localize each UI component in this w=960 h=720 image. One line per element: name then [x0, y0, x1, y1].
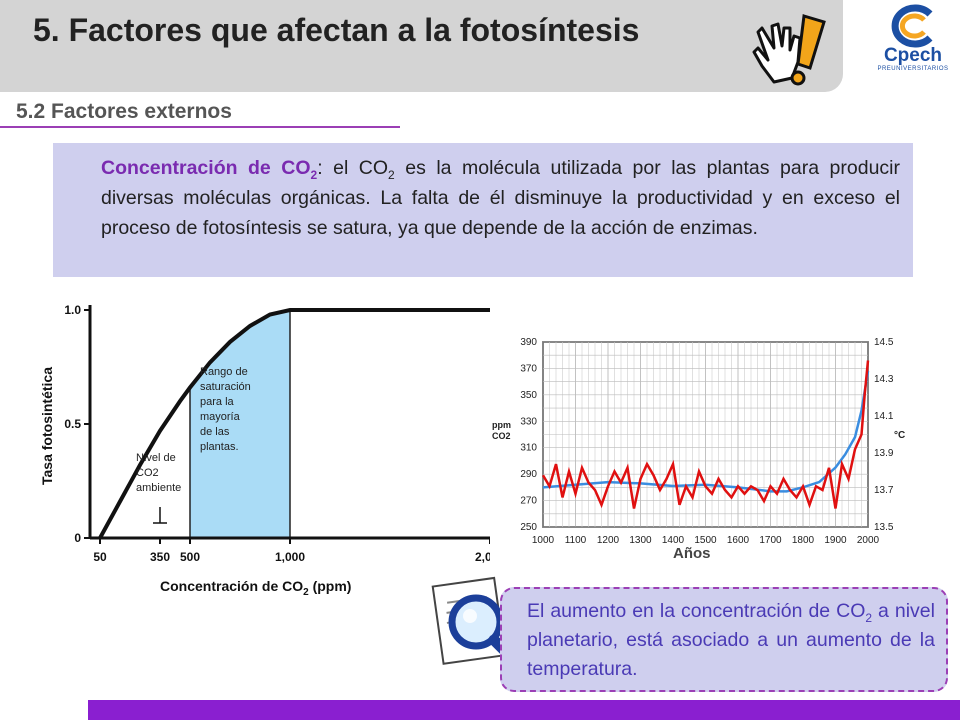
cpech-logo: Cpech PREUNIVERSITARIOS	[872, 4, 954, 82]
saturation-area	[189, 309, 291, 539]
x-tick-label: 500	[180, 550, 200, 564]
y-right-tick-label: 14.1	[874, 411, 894, 422]
logo-subtext: PREUNIVERSITARIOS	[877, 66, 949, 72]
title-bar	[0, 0, 843, 92]
y-left-label: ppm CO2	[492, 420, 511, 441]
y-tick-label: 0.5	[64, 417, 81, 431]
x-tick-label: 1900	[824, 535, 847, 546]
temperature-series-line	[541, 360, 870, 509]
y-left-tick-label: 350	[520, 390, 537, 401]
ambient-level-line: ambiente	[136, 482, 181, 494]
x-tick-label: 1800	[792, 535, 815, 546]
y-right-tick-label: 14.3	[874, 374, 894, 385]
c1-xlabel: Concentración de CO2 (ppm)	[160, 578, 351, 598]
description-text: Concentración de CO2: el CO2 es la moléc…	[101, 157, 900, 239]
section-subtitle: 5.2 Factores externos	[16, 100, 232, 123]
y-left-tick-label: 310	[520, 443, 537, 454]
y-left-tick-label: 270	[520, 496, 537, 507]
logo-text: Cpech	[883, 45, 943, 66]
y-right-tick-label: 13.9	[874, 448, 894, 459]
y-right-label: °C	[894, 430, 905, 441]
pointing-hand-icon	[752, 14, 826, 86]
y-left-tick-label: 250	[520, 522, 537, 533]
y-left-tick-label: 390	[520, 337, 537, 348]
saturation-label-line: mayoría	[200, 411, 241, 423]
y-tick-label: 1.0	[64, 303, 81, 317]
ambient-level-line: Nivel de	[136, 452, 176, 464]
y-left-label-line: ppm	[492, 420, 511, 430]
saturation-label-line: para la	[200, 396, 235, 408]
saturation-label: Rango de saturación para la mayoría de las pl…	[200, 366, 251, 453]
ambient-bracket	[153, 507, 167, 524]
x-tick-label: 1600	[727, 535, 750, 546]
note-text: El aumento en la concentración de CO2 a …	[527, 600, 935, 680]
c2-xlabel: Años	[673, 545, 711, 562]
subtitle-underline	[0, 126, 400, 128]
ambient-level-line: CO2	[136, 467, 159, 479]
y-right-tick-label: 14.5	[874, 337, 894, 348]
x-tick-label: 1400	[662, 535, 685, 546]
saturation-label-line: saturación	[200, 381, 251, 393]
x-tick-label: 2,000	[475, 550, 490, 564]
x-tick-label: 2000	[857, 535, 880, 546]
x-tick-label: 1100	[565, 535, 587, 546]
description-box: Concentración de CO2: el CO2 es la moléc…	[53, 143, 913, 277]
y-right-tick-label: 13.5	[874, 522, 894, 533]
x-tick-label: 1300	[629, 535, 652, 546]
photosynthesis-rate-chart: 50 350 500 1,000 2,000 0 0.5 1.0 Rango de saturac…	[40, 303, 490, 598]
x-tick-label: 350	[150, 550, 170, 564]
x-tick-label: 1000	[532, 535, 555, 546]
saturation-label-line: Rango de	[200, 366, 248, 378]
y-right-tick-label: 13.7	[874, 485, 894, 496]
slide-title: 5. Factores que afectan a la fotosíntesi…	[33, 12, 640, 48]
co2-temperature-chart: 1000 1100 1200 1300 1400 1500 1600 1700 1800 1900…	[492, 337, 905, 562]
y-left-tick-label: 370	[520, 363, 537, 374]
saturation-label-line: plantas.	[200, 441, 239, 453]
bottom-bar	[88, 700, 960, 720]
x-tick-label: 50	[93, 550, 107, 564]
y-tick-label: 0	[74, 531, 81, 545]
x-tick-label: 1,000	[275, 550, 305, 564]
x-tick-label: 1500	[694, 535, 717, 546]
note-box: El aumento en la concentración de CO2 a …	[500, 587, 948, 692]
rate-curve	[98, 308, 490, 539]
x-tick-label: 1700	[759, 535, 782, 546]
x-tick-label: 1200	[597, 535, 620, 546]
ambient-level-label: Nivel de CO2 ambiente	[136, 452, 181, 494]
saturation-label-line: de las	[200, 426, 230, 438]
c1-ylabel: Tasa fotosintética	[40, 367, 55, 485]
y-left-label-line: CO2	[492, 431, 511, 441]
y-left-tick-label: 330	[520, 416, 537, 427]
y-left-tick-label: 290	[520, 469, 537, 480]
